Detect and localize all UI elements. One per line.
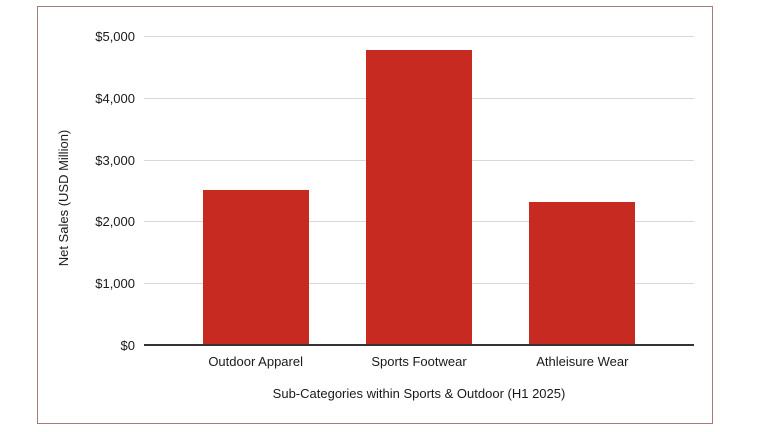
y-tick-label: $5,000 — [95, 29, 135, 44]
y-tick-label: $3,000 — [95, 152, 135, 168]
y-tick-label: $2,000 — [95, 214, 135, 230]
bar-sports-footwear — [366, 50, 472, 344]
x-category-label: Athleisure Wear — [536, 354, 629, 369]
x-axis-line — [144, 344, 694, 346]
y-tick-label: $0 — [120, 338, 135, 353]
gridline — [144, 36, 694, 37]
x-category-label: Sports Footwear — [371, 354, 467, 369]
y-tick-label: $1,000 — [95, 276, 135, 292]
bar-outdoor-apparel — [202, 189, 309, 344]
chart-frame: Net Sales (USD Million) Sub-Categories w… — [37, 6, 713, 424]
bar-athleisure-wear — [529, 202, 636, 344]
y-axis-title: Net Sales (USD Million) — [56, 129, 71, 267]
x-category-label: Outdoor Apparel — [208, 354, 303, 369]
y-tick-label: $4,000 — [95, 90, 135, 106]
x-axis-title: Sub-Categories within Sports & Outdoor (… — [272, 386, 566, 401]
plot-area — [144, 36, 694, 346]
